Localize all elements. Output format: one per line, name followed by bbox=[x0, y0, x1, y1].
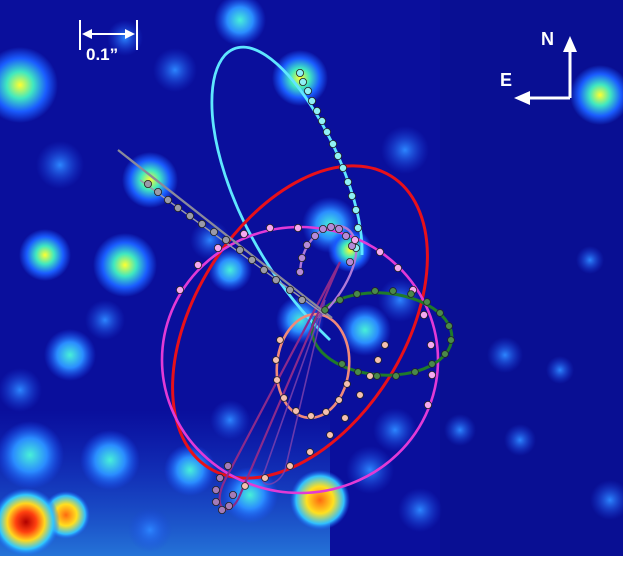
violet-orbit bbox=[261, 299, 326, 485]
salmon-points bbox=[241, 336, 389, 490]
magenta-points bbox=[175, 223, 436, 409]
purple-points bbox=[211, 461, 237, 514]
compass: N E bbox=[500, 29, 577, 105]
cyan-points bbox=[295, 69, 362, 252]
green-points bbox=[321, 287, 455, 380]
scale-bar-label: 0.1” bbox=[86, 45, 118, 64]
scale-bar: 0.1” bbox=[79, 20, 138, 64]
measurement-points bbox=[143, 69, 455, 514]
north-arrow-icon bbox=[563, 36, 577, 52]
red-orbit bbox=[171, 164, 429, 480]
compass-north-label: N bbox=[541, 29, 554, 49]
gray-orbit bbox=[117, 149, 333, 319]
east-arrow-icon bbox=[514, 91, 530, 105]
gray-points bbox=[143, 179, 306, 304]
lilac-points bbox=[295, 222, 356, 276]
compass-east-label: E bbox=[500, 70, 512, 90]
